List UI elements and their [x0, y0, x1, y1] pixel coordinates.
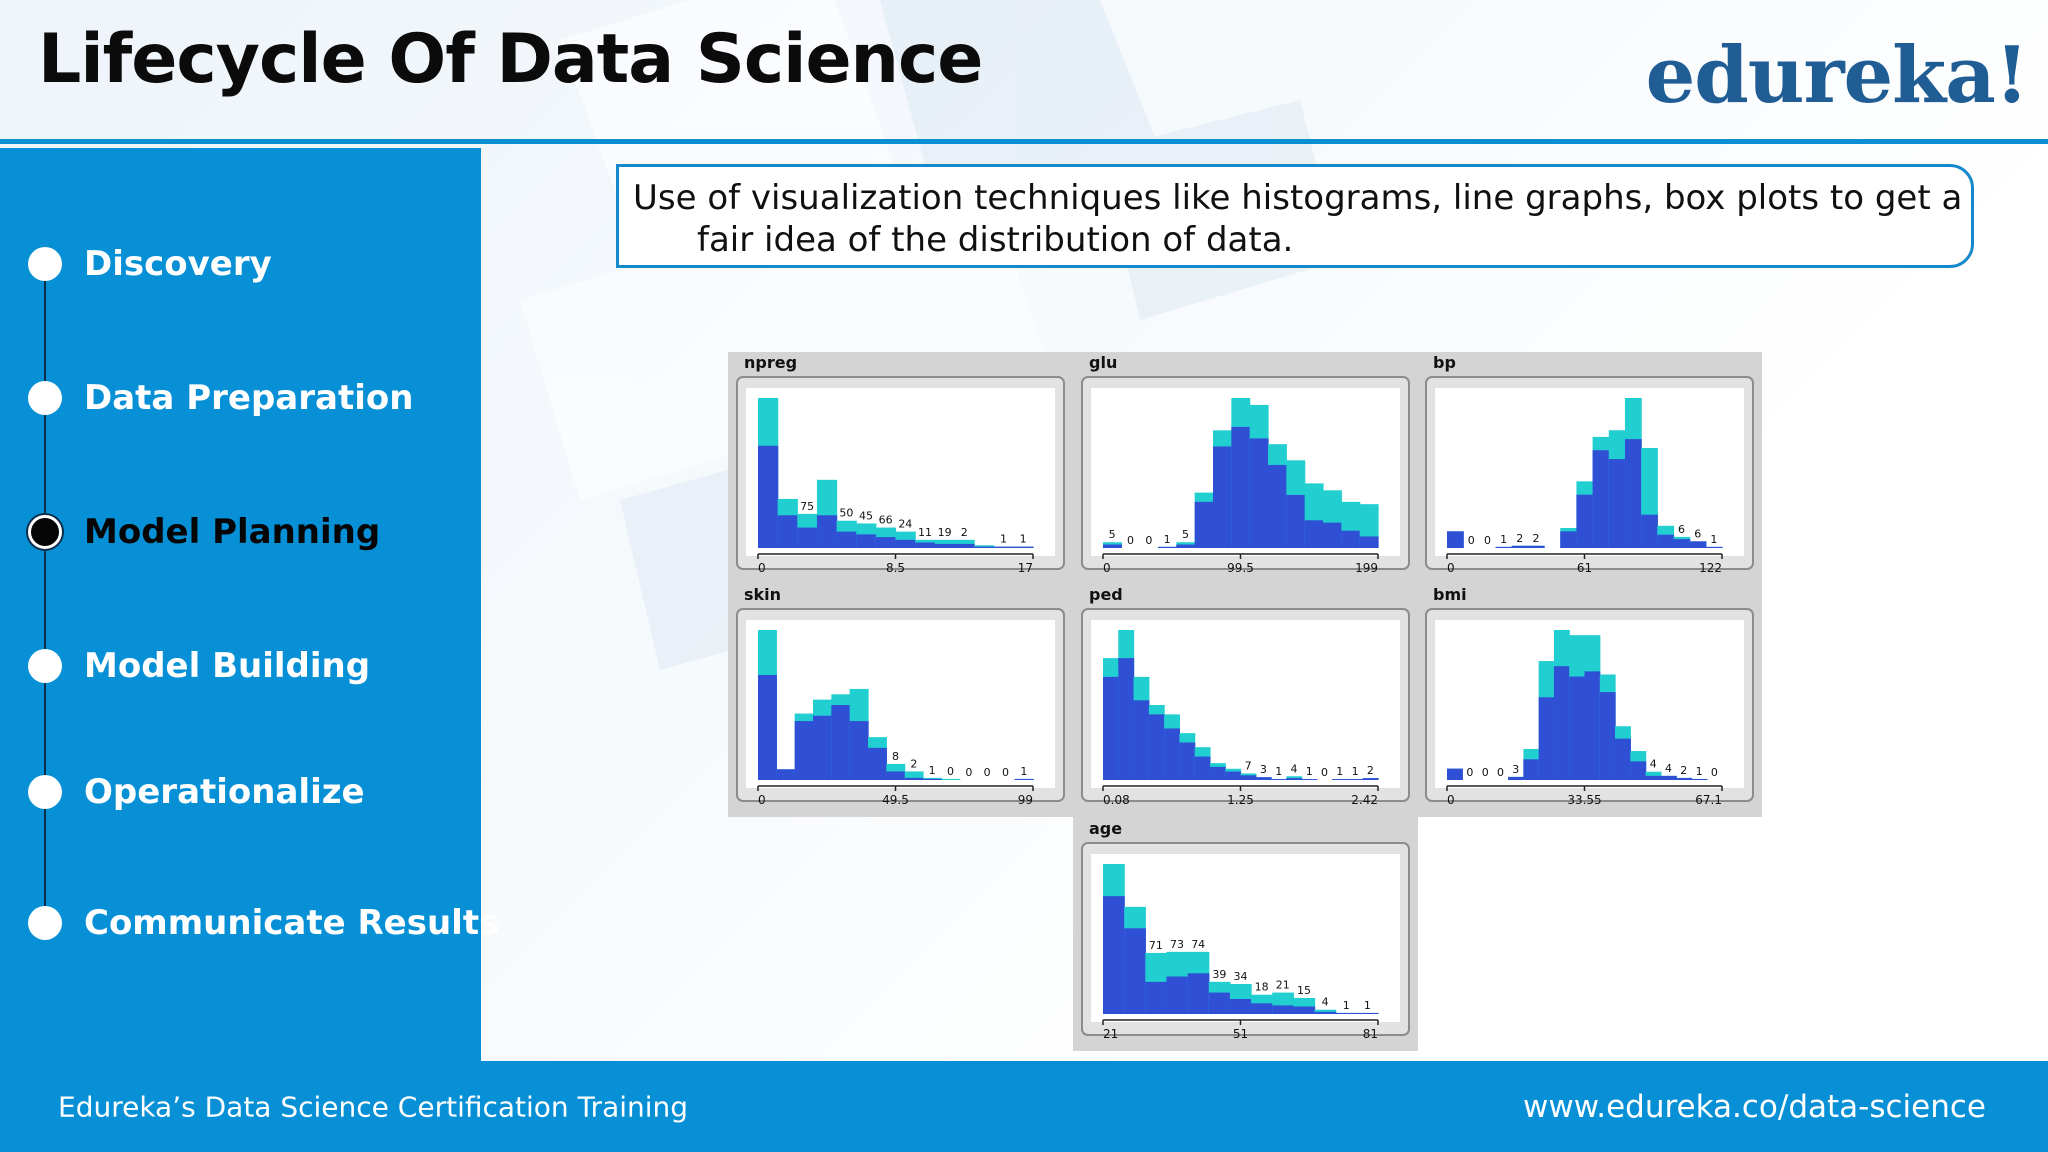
step-dot-operationalize — [28, 775, 62, 809]
step-dot-model-planning — [28, 515, 62, 549]
callout-text: Use of visualization techniques like his… — [633, 178, 1963, 260]
step-label-model-planning[interactable]: Model Planning — [84, 512, 381, 552]
page-title: Lifecycle Of Data Science — [38, 20, 983, 99]
footer-course-title: Edureka’s Data Science Certification Tra… — [58, 1090, 689, 1123]
step-dot-data-preparation — [28, 381, 62, 415]
footer-url[interactable]: www.edureka.co/data-science — [1523, 1088, 1986, 1125]
step-label-communicate-results[interactable]: Communicate Results — [84, 903, 500, 943]
step-label-discovery[interactable]: Discovery — [84, 244, 272, 284]
step-dot-communicate-results — [28, 906, 62, 940]
step-dot-discovery — [28, 247, 62, 281]
header-divider — [0, 139, 2048, 144]
step-label-data-preparation[interactable]: Data Preparation — [84, 378, 414, 418]
lifecycle-sidebar: Discovery Data Preparation Model Plannin… — [0, 148, 499, 1061]
step-dot-model-building — [28, 649, 62, 683]
description-callout: Use of visualization techniques like his… — [616, 164, 1974, 268]
step-label-model-building[interactable]: Model Building — [84, 646, 371, 686]
footer-bar: Edureka’s Data Science Certification Tra… — [0, 1061, 2048, 1152]
timeline-line — [44, 263, 46, 935]
step-label-operationalize[interactable]: Operationalize — [84, 772, 365, 812]
edureka-logo: edureka! — [1645, 30, 2029, 121]
